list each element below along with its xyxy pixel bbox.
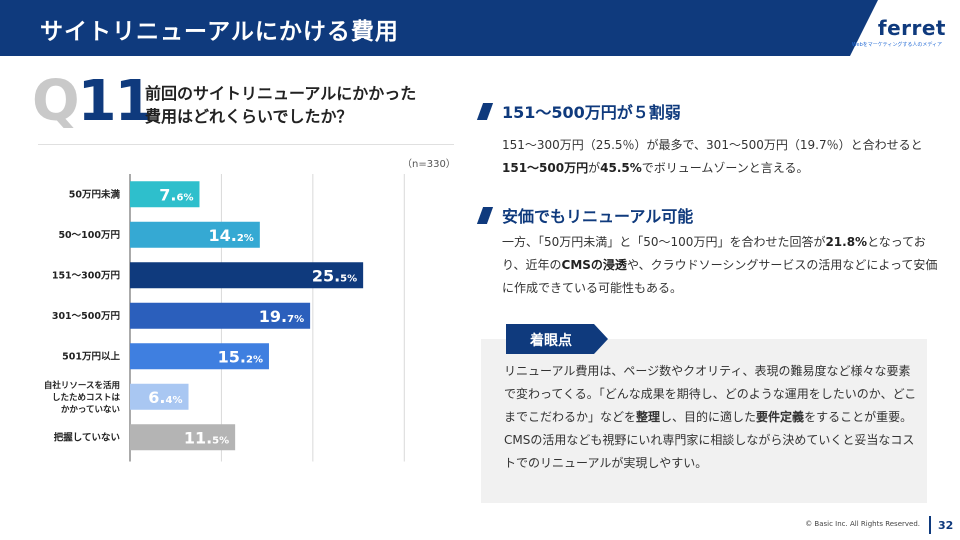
logo-tagline: Webをマーケティングする人のメディア <box>851 42 942 48</box>
section-body-2: 一方、「50万円未満」と「50〜100万円」を合わせた回答が21.8%となってお… <box>502 235 938 295</box>
section-heading-2-text: 安価でもリニューアル可能 <box>502 207 694 226</box>
section-body-1: 151〜300万円（25.5％）が最多で、301〜500万円（19.7％）と合わ… <box>502 138 923 175</box>
value-label: 14.2% <box>209 226 254 245</box>
value-label: 25.5% <box>312 266 357 285</box>
page-number: 32 <box>938 519 954 532</box>
sample-size-label: （n=330） <box>402 159 456 170</box>
category-label: 501万円以上 <box>62 350 120 362</box>
category-label: 151〜300万円 <box>52 270 120 281</box>
category-label: 301〜500万円 <box>52 311 120 322</box>
copyright: © Basic Inc. All Rights Reserved. <box>805 520 920 528</box>
slide-header: サイトリニューアルにかける費用 ferret Webをマーケティングする人のメデ… <box>0 0 960 56</box>
value-label: 7.6% <box>159 185 193 204</box>
heading-marker-icon <box>476 102 494 120</box>
section-heading-1: 151〜500万円が５割弱 <box>476 99 681 123</box>
value-label: 15.2% <box>218 347 263 366</box>
category-label: 把握していない <box>54 431 120 443</box>
value-label: 11.5% <box>184 428 229 447</box>
question-text-line-1: 前回のサイトリニューアルにかかった <box>145 84 417 103</box>
question-number: Q11 <box>32 69 154 134</box>
category-label: かかっていない <box>61 405 120 415</box>
bar <box>130 343 269 370</box>
question-text-line-2: 費用はどれくらいでしたか？ <box>145 107 353 126</box>
category-label: 50万円未満 <box>69 188 121 200</box>
category-label: 自社リソースを活用 <box>44 380 120 391</box>
note-body: リニューアル費用は、ページ数やクオリティ、表現の難易度など様々な要素で変わってく… <box>504 364 917 470</box>
value-label: 19.7% <box>259 307 304 326</box>
note-box <box>481 339 927 503</box>
section-heading-2: 安価でもリニューアル可能 <box>476 203 694 227</box>
bar-chart-svg: 50万円未満 7.6% 50〜100万円 14.2% 151〜300万円 25.5% 301… <box>44 174 405 462</box>
bar <box>130 221 260 248</box>
category-label: 50〜100万円 <box>58 230 120 241</box>
note-tag-label: 着眼点 <box>530 333 572 349</box>
ferret-logo: ferret <box>877 16 946 40</box>
question-divider <box>38 144 454 145</box>
bar <box>130 424 236 451</box>
bar-chart: 50万円未満 7.6% 50〜100万円 14.2% 151〜300万円 25.5% 301… <box>20 170 460 490</box>
heading-marker-icon <box>476 206 494 224</box>
note-tag: 着眼点 <box>506 324 608 354</box>
value-label: 6.4% <box>148 388 182 407</box>
bar <box>130 181 200 208</box>
slide-title: サイトリニューアルにかける費用 <box>40 19 399 45</box>
footer-divider <box>929 516 931 534</box>
question-text: 前回のサイトリニューアルにかかった 費用はどれくらいでしたか？ <box>145 82 465 128</box>
bar <box>130 383 189 410</box>
bar <box>130 262 364 289</box>
bar <box>130 302 311 329</box>
category-label: したためコストは <box>52 392 121 403</box>
section-heading-1-text: 151〜500万円が５割弱 <box>502 103 681 122</box>
